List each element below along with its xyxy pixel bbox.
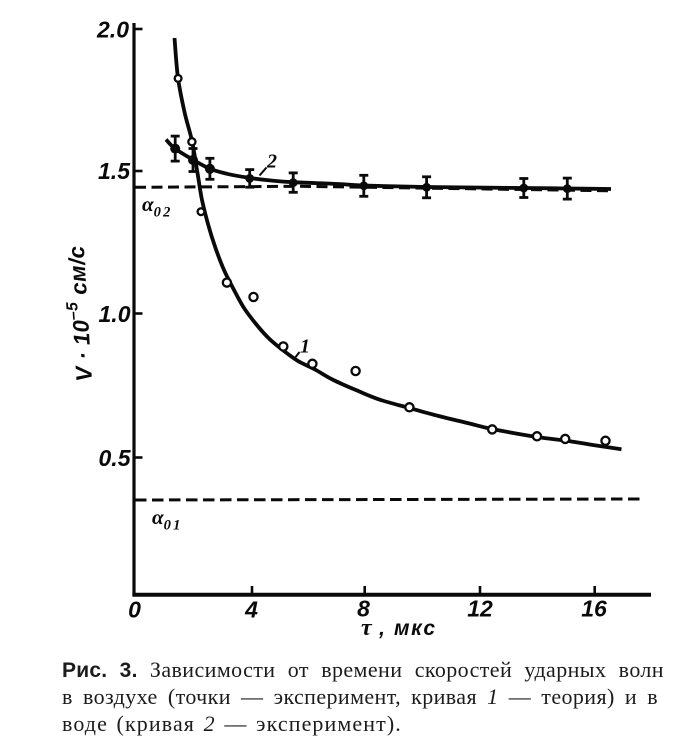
svg-text:4: 4: [244, 597, 258, 623]
svg-text:V · 10–5 см/с: V · 10–5 см/с: [61, 245, 97, 383]
svg-text:2: 2: [266, 151, 277, 173]
svg-text:0.5: 0.5: [99, 445, 132, 471]
svg-text:8: 8: [357, 596, 370, 622]
svg-text:12: 12: [467, 596, 493, 622]
svg-text:0: 0: [128, 597, 141, 623]
svg-text:τ , мкс: τ , мкс: [361, 615, 437, 641]
svg-text:1.5: 1.5: [98, 158, 131, 184]
svg-text:16: 16: [581, 596, 607, 622]
svg-text:α01: α01: [152, 505, 183, 534]
svg-text:2.0: 2.0: [96, 17, 129, 43]
svg-text:1: 1: [300, 336, 310, 358]
svg-text:1.0: 1.0: [99, 301, 131, 327]
svg-text:α02: α02: [142, 192, 173, 221]
